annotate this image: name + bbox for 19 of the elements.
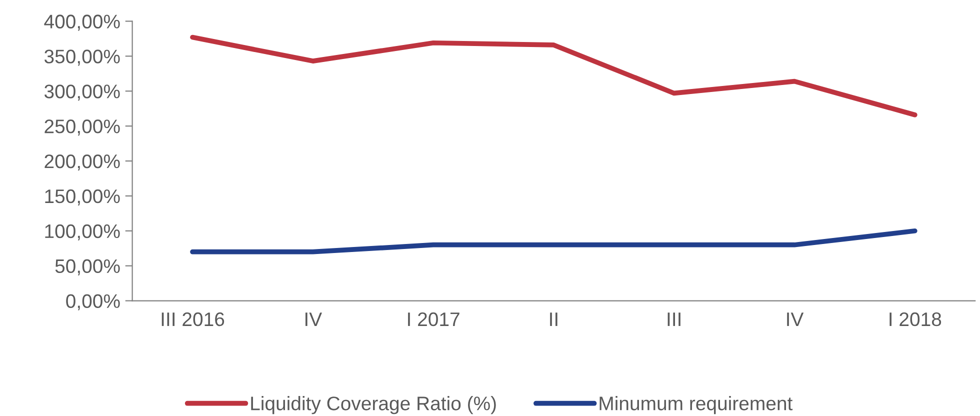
legend-label: Minumum requirement (600, 396, 793, 414)
y-tick-label: 100,00% (45, 224, 120, 240)
y-tick-label: 150,00% (45, 189, 120, 206)
y-tick-label: 200,00% (44, 154, 120, 171)
x-tick-label: IV (306, 312, 322, 326)
y-tick-label: 400,00% (44, 14, 120, 31)
y-tick-label: 350,00% (44, 50, 120, 66)
y-tick-label: 50,00% (55, 259, 120, 276)
x-tick-label: I 2018 (890, 312, 942, 326)
y-tick-label: 300,00% (44, 84, 120, 101)
y-tick-label: 250,00% (44, 120, 120, 136)
x-tick-label: III (668, 312, 680, 326)
legend-label: Liquidity Coverage Ratio (%) (251, 396, 496, 414)
x-tick-label: III 2016 (162, 312, 224, 326)
y-tick-label: 0,00% (66, 294, 120, 310)
x-tick-label: II (550, 312, 558, 326)
x-tick-label: IV (787, 312, 804, 326)
line-series (190, 34, 918, 118)
x-tick-label: I 2017 (408, 312, 460, 326)
